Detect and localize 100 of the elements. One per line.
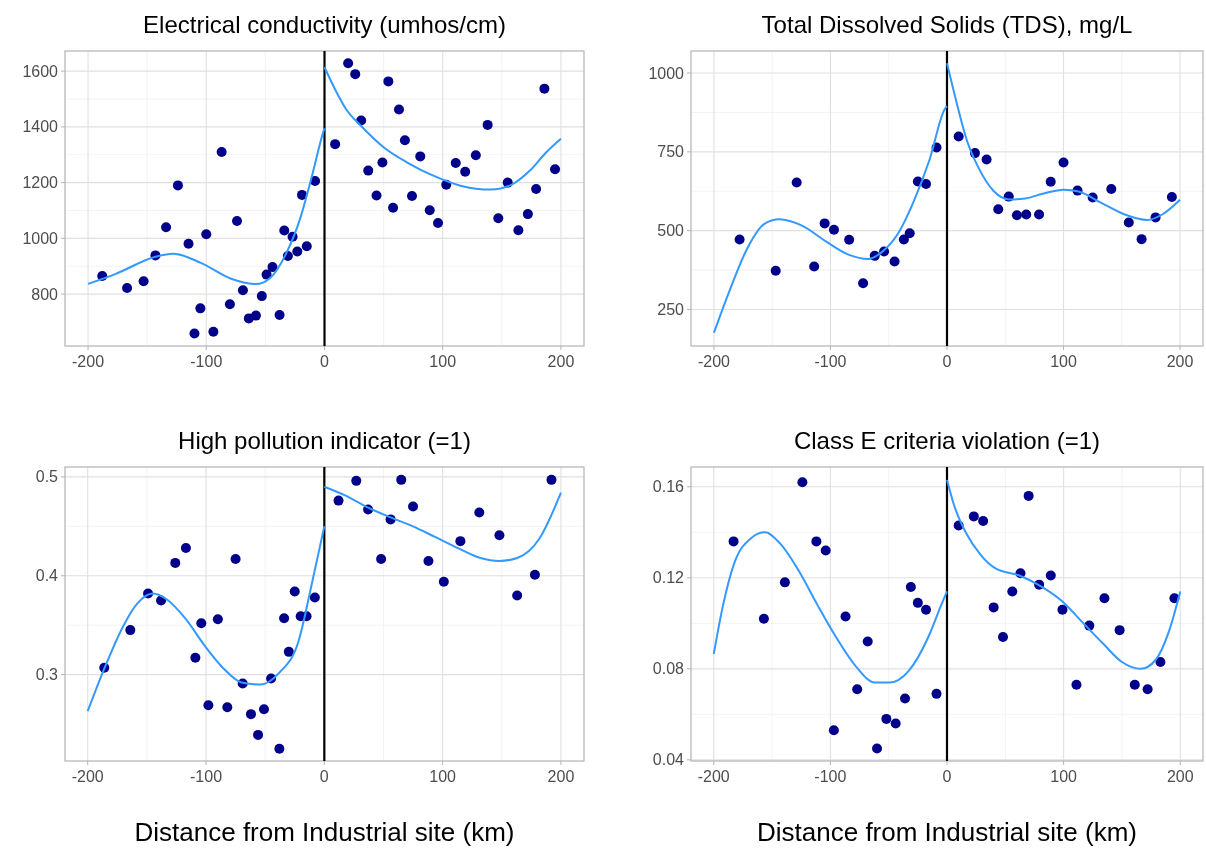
point [539, 83, 550, 94]
point [1007, 586, 1018, 597]
x-tick-label: -100 [814, 353, 847, 370]
point [230, 553, 241, 564]
point [201, 229, 212, 240]
point [224, 299, 235, 310]
x-tick-label: -100 [814, 768, 847, 785]
point [408, 501, 419, 512]
point [862, 636, 873, 647]
point [455, 536, 466, 547]
point [531, 184, 542, 195]
x-tick-label: 200 [547, 353, 575, 370]
point [872, 743, 883, 754]
point [828, 725, 839, 736]
point [550, 164, 561, 175]
point [513, 225, 524, 236]
point [728, 536, 739, 547]
y-tick-label: 1400 [22, 118, 59, 136]
point [993, 204, 1004, 215]
point [1166, 191, 1177, 202]
point [546, 474, 557, 485]
line-series [712, 531, 948, 684]
point [1155, 657, 1166, 668]
y-tick-label: 1000 [22, 229, 59, 247]
x-tick-label: 100 [429, 768, 457, 785]
point [1099, 593, 1110, 604]
point [289, 586, 300, 597]
point [905, 581, 916, 592]
point [981, 154, 992, 165]
point [529, 569, 540, 580]
point [222, 702, 233, 713]
x-tick-label: 100 [1050, 353, 1077, 370]
point [828, 224, 839, 235]
point [1023, 490, 1034, 501]
point [274, 310, 285, 321]
x-tick-label: -200 [72, 353, 105, 370]
point [1011, 210, 1022, 221]
y-tick-label: 0.12 [652, 569, 685, 587]
chart-title: Class E criteria violation (=1) [793, 427, 1101, 454]
point [396, 474, 407, 485]
point [122, 283, 133, 293]
y-tick-label: 500 [657, 222, 685, 240]
x-axis-title: Distance from Industrial site (km) [134, 817, 515, 847]
point [881, 713, 892, 724]
point [1136, 234, 1147, 245]
chart-title: Electrical conductivity (umhos/cm) [143, 11, 506, 38]
point [292, 246, 303, 257]
point [363, 165, 374, 176]
x-tick-label: 0 [320, 353, 330, 370]
chart-title: High pollution indicator (=1) [178, 427, 471, 454]
point [1021, 209, 1032, 220]
point [399, 135, 410, 146]
point [493, 213, 504, 224]
y-tick-label: 1200 [22, 174, 59, 192]
point [424, 205, 435, 216]
point [779, 577, 790, 588]
point [350, 69, 361, 80]
line-series [946, 478, 1182, 670]
point [1057, 604, 1068, 615]
y-tick-label: 800 [31, 285, 59, 303]
point [172, 180, 183, 191]
point [195, 303, 206, 314]
x-tick-label: -200 [697, 768, 730, 785]
x-tick-label: 200 [1166, 353, 1194, 370]
point [432, 218, 443, 229]
point [811, 536, 822, 547]
point [1142, 684, 1153, 695]
y-tick-label: 0.5 [35, 468, 59, 486]
point [343, 58, 354, 69]
point [1034, 209, 1045, 220]
point [460, 166, 471, 177]
point [1045, 570, 1056, 581]
point [797, 477, 808, 488]
y-tick-label: 0.08 [652, 660, 685, 678]
point [858, 278, 869, 289]
point [212, 614, 223, 625]
point [921, 604, 932, 615]
point [1114, 625, 1125, 636]
point [988, 602, 999, 613]
point [1106, 184, 1117, 195]
point [522, 209, 533, 220]
point [978, 515, 989, 526]
point [844, 234, 855, 245]
x-tick-label: 100 [429, 353, 457, 370]
point [904, 228, 915, 239]
point [819, 218, 830, 229]
point [377, 157, 388, 168]
point [438, 576, 449, 587]
point [415, 151, 426, 162]
point [170, 557, 181, 568]
point [330, 139, 341, 150]
point [758, 613, 769, 624]
point [256, 291, 267, 302]
point [1071, 679, 1082, 690]
point [190, 652, 201, 663]
point [820, 545, 831, 556]
point [383, 76, 394, 87]
x-axis-title: Distance from Industrial site (km) [757, 817, 1137, 847]
point [482, 119, 493, 130]
point [245, 709, 256, 720]
